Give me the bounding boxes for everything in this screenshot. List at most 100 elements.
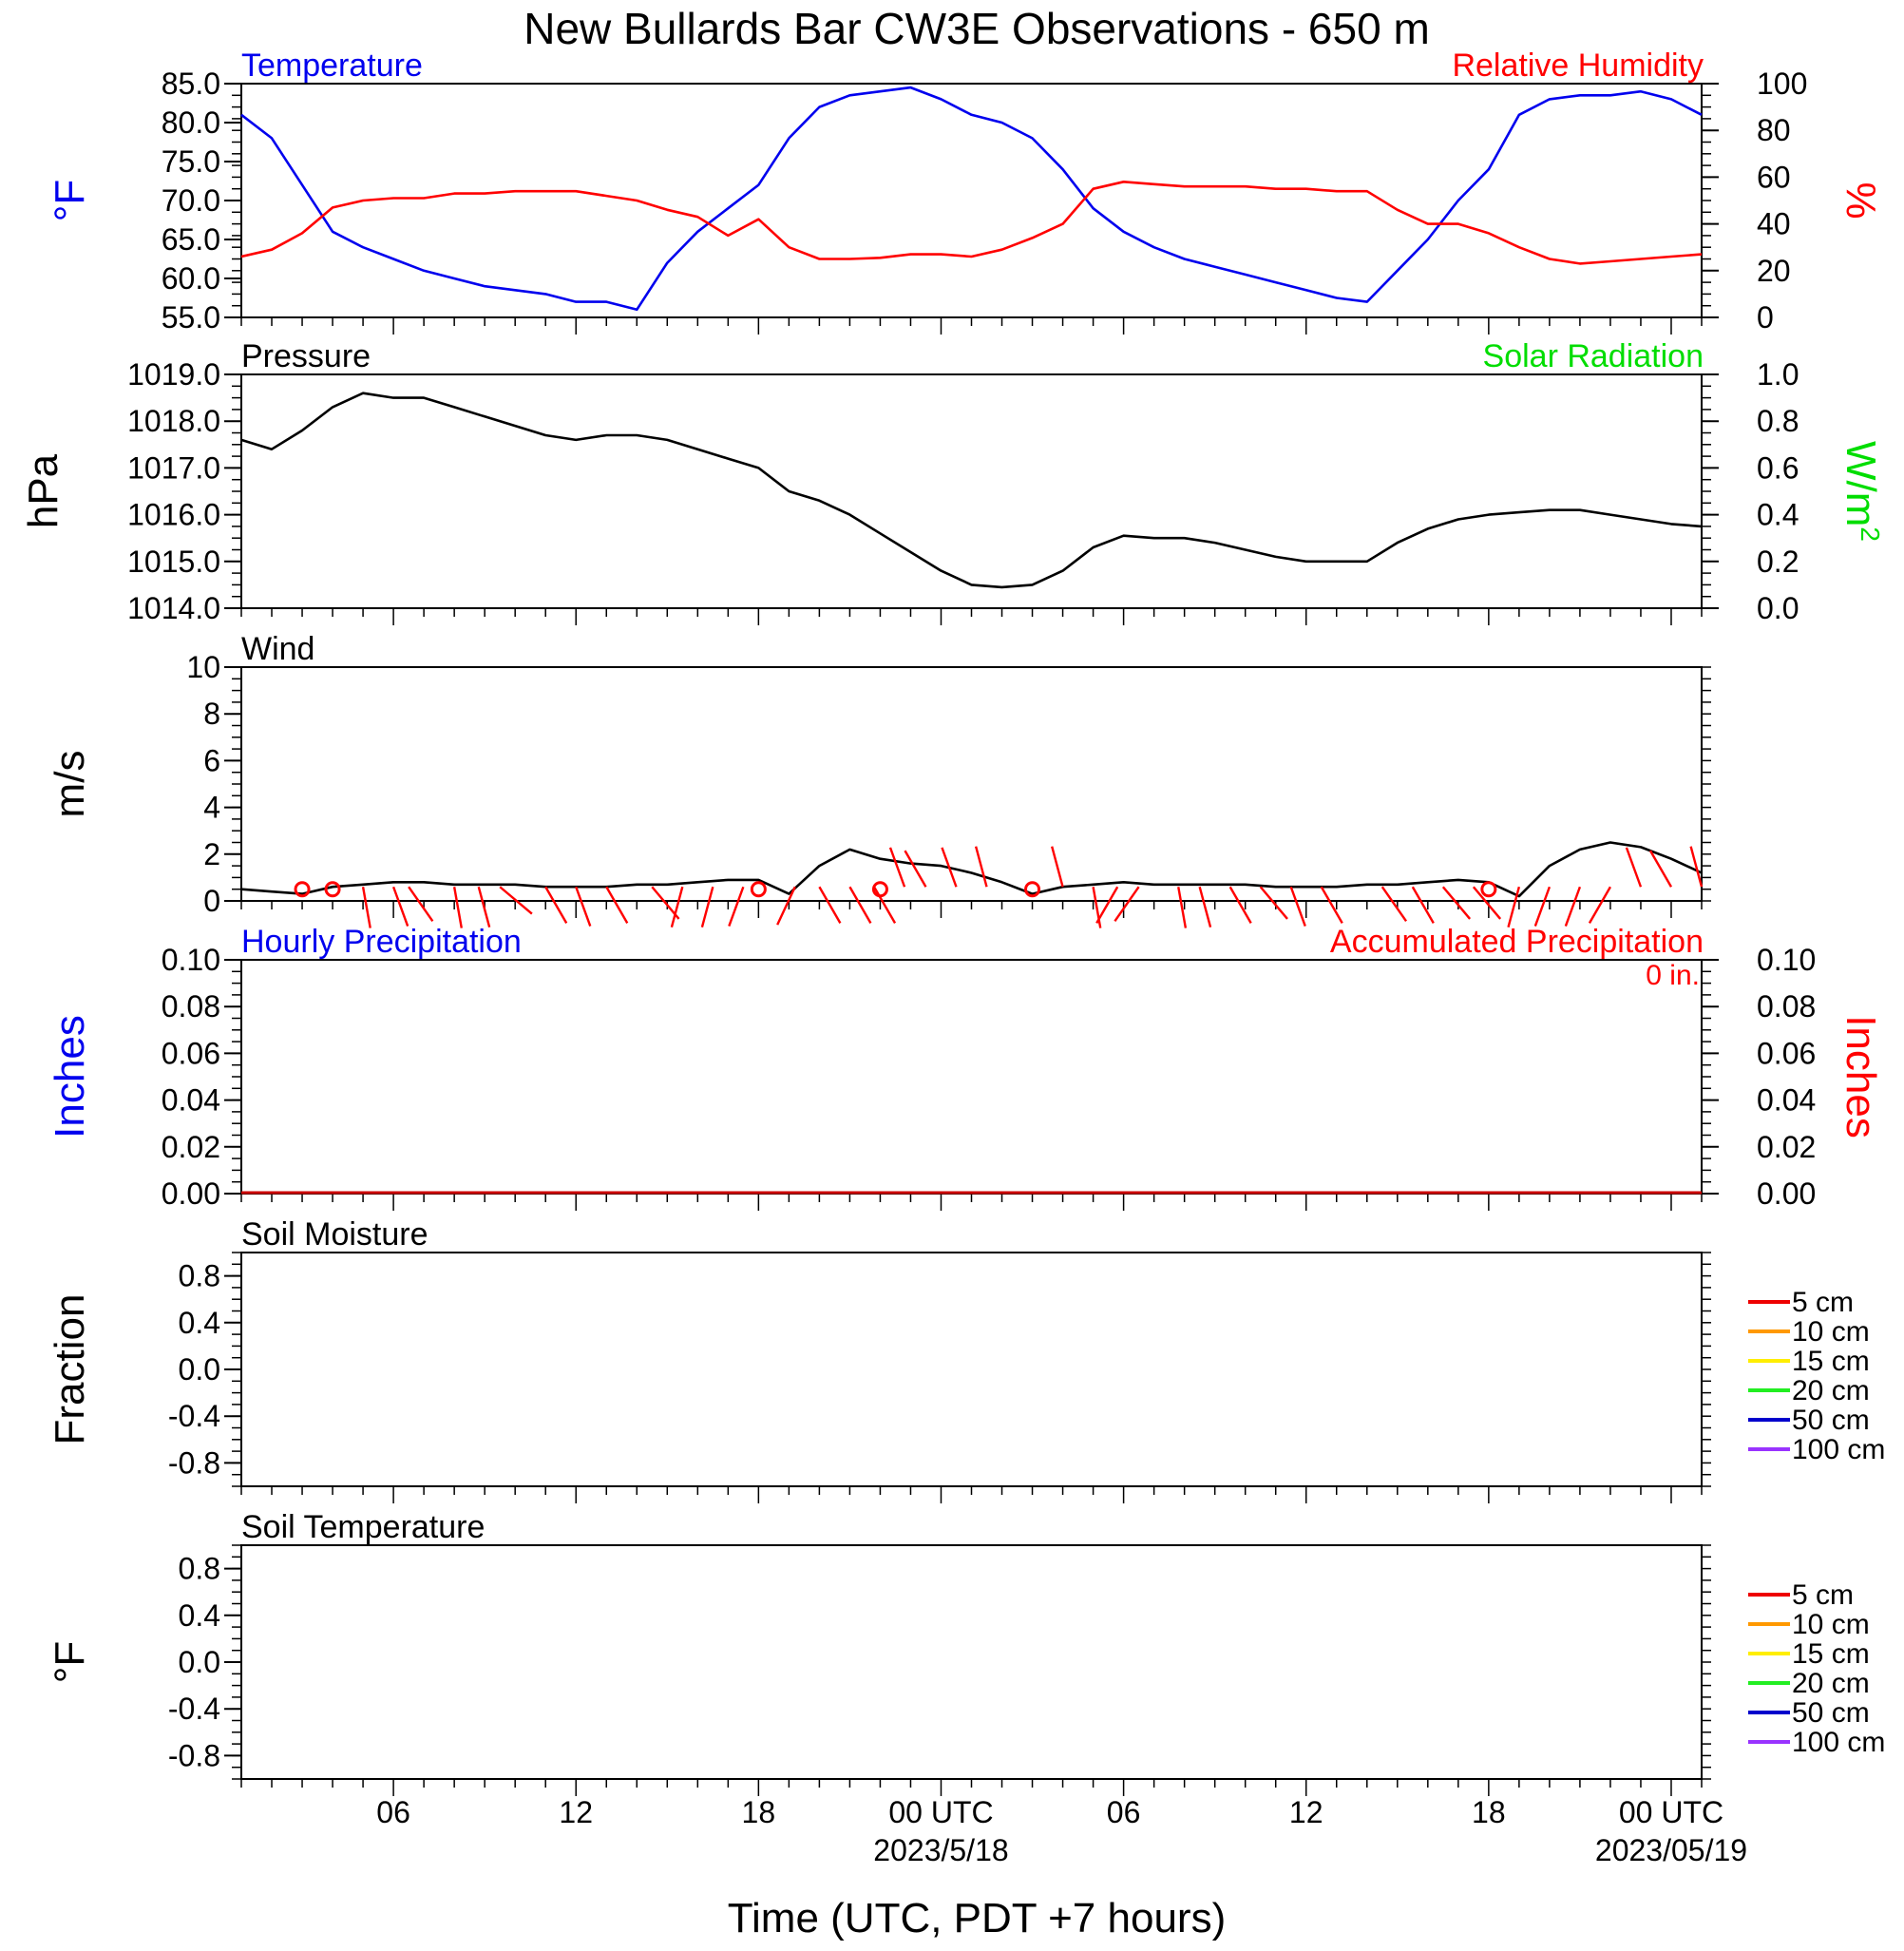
panel-right-title: Accumulated Precipitation — [1330, 924, 1704, 960]
plot-frame — [240, 1544, 1703, 1780]
wind-barb — [1689, 846, 1704, 888]
right-tick-label: 0.06 — [1757, 1036, 1816, 1070]
left-tick-label: 80.0 — [162, 105, 220, 140]
left-axis-title: Inches — [47, 1015, 93, 1138]
wind-barb — [776, 886, 796, 926]
left-tick-label: -0.4 — [168, 1692, 220, 1726]
right-tick-label: 0.02 — [1757, 1130, 1816, 1164]
x-tick-label: 18 — [1472, 1795, 1506, 1829]
legend-label: 5 cm — [1792, 1287, 1854, 1318]
left-tick-label: -0.8 — [168, 1445, 220, 1480]
legend-label: 15 cm — [1792, 1638, 1870, 1670]
left-tick-label: 6 — [203, 743, 220, 777]
wind-barb — [1625, 847, 1643, 888]
wind-barb — [1564, 886, 1582, 927]
left-tick-label: 0.8 — [179, 1552, 220, 1586]
panel-left-title: Soil Moisture — [241, 1216, 428, 1253]
panel-left-title: Pressure — [241, 338, 371, 374]
calm-wind-marker — [1024, 881, 1041, 898]
left-tick-label: 0.0 — [179, 1352, 220, 1387]
right-tick-label: 0.04 — [1757, 1083, 1816, 1118]
right-axis-title: Inches — [1837, 1015, 1884, 1138]
wind-barb — [904, 850, 927, 888]
legend-label: 5 cm — [1792, 1579, 1854, 1611]
wind-barb — [1441, 886, 1472, 920]
left-tick-label: 4 — [203, 791, 220, 825]
left-tick-label: 8 — [203, 697, 220, 731]
right-tick-label: 0.08 — [1757, 989, 1816, 1023]
left-tick-label: 2 — [203, 837, 220, 871]
x-tick-date-label: 2023/5/18 — [873, 1833, 1008, 1867]
x-tick-label: 00 UTC — [1619, 1795, 1723, 1829]
axis-title-superscript: 2 — [1856, 526, 1886, 542]
wind-barb — [872, 886, 897, 924]
panel-temp_rh: 85.0 80.0 75.0 70.0 65.0 60.0 55.0 100 80 60 40 20 0… — [47, 48, 1884, 335]
left-tick-label: 0.04 — [162, 1083, 220, 1118]
accumulated-total: 0 in. — [1646, 960, 1700, 991]
left-tick-label: 1017.0 — [127, 450, 220, 485]
x-tick-label: 12 — [559, 1795, 593, 1829]
left-tick-label: 0.08 — [162, 989, 220, 1023]
calm-wind-marker — [294, 881, 311, 898]
wind-barb — [1289, 886, 1306, 927]
left-tick-label: 0.0 — [179, 1645, 220, 1679]
right-tick-label: 0 — [1757, 300, 1774, 335]
panel-left-title: Wind — [241, 631, 314, 667]
wind-barb — [1198, 886, 1212, 928]
panel-right-title: Relative Humidity — [1452, 48, 1704, 84]
x-tick-label: 06 — [376, 1795, 410, 1829]
wind-barb — [408, 886, 434, 922]
calm-wind-marker — [1480, 881, 1497, 898]
wind-barb — [941, 847, 958, 888]
left-tick-label: 0.4 — [179, 1598, 220, 1633]
left-tick-label: 1016.0 — [127, 498, 220, 532]
wind-barb — [1095, 886, 1119, 924]
legend-label: 100 cm — [1792, 1727, 1885, 1758]
left-axis-title: hPa — [20, 453, 67, 528]
right-tick-label: 1.0 — [1757, 357, 1799, 392]
series-line-relative-humidity — [240, 181, 1703, 265]
right-axis-title: W/m2 — [1837, 441, 1886, 542]
left-tick-label: 10 — [186, 650, 220, 684]
legend-label: 20 cm — [1792, 1375, 1870, 1406]
panel-soil_moisture: 0.8 0.4 0.0 -0.4 -0.8 Soil Moisture Fraction 5 … — [47, 1216, 1885, 1503]
left-tick-label: -0.4 — [168, 1399, 220, 1433]
wind-barb — [888, 847, 906, 888]
wind-barb — [848, 886, 872, 924]
right-tick-label: 0.0 — [1757, 591, 1799, 625]
x-tick-label: 18 — [742, 1795, 776, 1829]
wind-barb — [1092, 887, 1102, 928]
left-tick-label: 65.0 — [162, 222, 220, 257]
calm-wind-marker — [871, 881, 888, 898]
wind-barb — [818, 886, 842, 924]
wind-barb — [499, 886, 533, 915]
panel-left-title: Temperature — [241, 48, 423, 84]
wind-barb — [1051, 846, 1064, 888]
series-line-temperature — [240, 86, 1703, 312]
left-axis-title: °F — [47, 1641, 93, 1683]
wind-barb — [1472, 886, 1502, 920]
wind-barb — [1588, 886, 1611, 924]
wind-barb — [605, 886, 629, 924]
x-axis-title: Time (UTC, PDT +7 hours) — [728, 1895, 1226, 1941]
left-tick-label: -0.8 — [168, 1738, 220, 1772]
left-tick-label: 70.0 — [162, 183, 220, 218]
left-tick-label: 75.0 — [162, 144, 220, 179]
right-tick-label: 100 — [1757, 67, 1807, 101]
left-tick-label: 60.0 — [162, 261, 220, 296]
wind-barb — [1533, 886, 1552, 927]
x-tick-label: 00 UTC — [888, 1795, 993, 1829]
plot-frame — [240, 959, 1703, 1195]
left-tick-label: 1015.0 — [127, 545, 220, 579]
wind-barb — [544, 886, 568, 924]
panel-right-title: Solar Radiation — [1483, 338, 1704, 374]
right-tick-label: 60 — [1757, 160, 1791, 194]
legend-label: 10 cm — [1792, 1316, 1870, 1348]
wind-barb — [1411, 886, 1435, 924]
wind-barb — [1228, 886, 1252, 924]
left-tick-label: 0.06 — [162, 1036, 220, 1070]
legend-label: 10 cm — [1792, 1609, 1870, 1640]
calm-wind-marker — [324, 881, 341, 898]
wind-barb — [361, 887, 371, 928]
